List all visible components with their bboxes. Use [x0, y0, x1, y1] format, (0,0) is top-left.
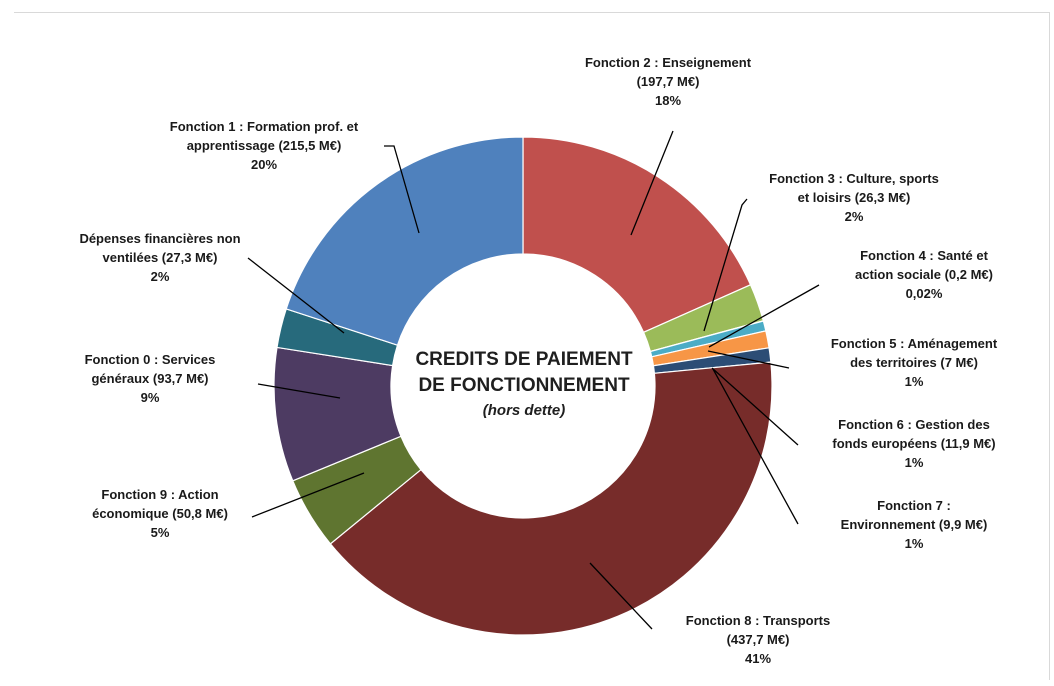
- data-label-percent: 2%: [151, 269, 170, 284]
- data-label-percent: 41%: [745, 651, 771, 666]
- leader-line: [711, 367, 799, 446]
- leader-line: [251, 472, 365, 518]
- data-label-line: Fonction 1 : Formation prof. et: [170, 119, 359, 134]
- data-label-line: Fonction 7 :: [877, 498, 951, 513]
- data-label-line: Fonction 0 : Services: [85, 352, 216, 367]
- data-label-percent: 18%: [655, 93, 681, 108]
- data-label-percent: 20%: [251, 157, 277, 172]
- leader-line: [708, 284, 820, 348]
- data-label-line: généraux (93,7 M€): [91, 371, 208, 386]
- data-label: Fonction 6 : Gestion des fonds européens …: [832, 417, 995, 470]
- data-label-percent: 1%: [905, 455, 924, 470]
- data-label-percent: 5%: [151, 525, 170, 540]
- data-label: Fonction 4 : Santé et action sociale (0,2…: [855, 248, 993, 301]
- donut-slice: [522, 136, 752, 334]
- data-label-percent: 1%: [905, 374, 924, 389]
- data-label-line: apprentissage (215,5 M€): [187, 138, 342, 153]
- leader-lines-layer: [247, 130, 820, 630]
- data-label-line: (197,7 M€): [637, 74, 700, 89]
- center-title-group: CREDITS DE PAIEMENT DE FONCTIONNEMENT (h…: [415, 349, 633, 419]
- donut-chart: Fonction 2 : Enseignement (197,7 M€) 18%Fo…: [79, 55, 997, 666]
- leader-line: [384, 145, 420, 234]
- data-label: Fonction 3 : Culture, sports et loisirs (…: [769, 171, 939, 224]
- leader-line: [247, 257, 345, 334]
- data-label-line: Fonction 2 : Enseignement: [585, 55, 752, 70]
- data-label-line: fonds européens (11,9 M€): [832, 436, 995, 451]
- data-label: Fonction 1 : Formation prof. et apprentis…: [170, 119, 359, 172]
- data-label-line: Fonction 3 : Culture, sports: [769, 171, 939, 186]
- data-label: Fonction 2 : Enseignement (197,7 M€) 18%: [585, 55, 752, 108]
- data-label-line: Dépenses financières non: [79, 231, 240, 246]
- data-label: Fonction 7 : Environnement (9,9 M€) 1%: [841, 498, 988, 551]
- data-label-line: action sociale (0,2 M€): [855, 267, 993, 282]
- data-label: Dépenses financières non ventilées (27,3 …: [79, 231, 240, 284]
- data-label-percent: 0,02%: [906, 286, 943, 301]
- data-label-line: Fonction 6 : Gestion des: [838, 417, 990, 432]
- data-label: Fonction 0 : Services généraux (93,7 M€) 9…: [85, 352, 216, 405]
- data-label: Fonction 8 : Transports (437,7 M€) 41%: [686, 613, 830, 666]
- chart-title-line-1: CREDITS DE PAIEMENT: [415, 349, 633, 370]
- data-label-line: économique (50,8 M€): [92, 506, 228, 521]
- leader-line: [703, 198, 748, 332]
- data-label: Fonction 5 : Aménagement des territoires …: [831, 336, 998, 389]
- data-label-line: Environnement (9,9 M€): [841, 517, 988, 532]
- data-label-line: Fonction 8 : Transports: [686, 613, 830, 628]
- data-label-percent: 2%: [845, 209, 864, 224]
- data-label-line: ventilées (27,3 M€): [103, 250, 218, 265]
- leader-line: [630, 130, 674, 236]
- data-label-line: et loisirs (26,3 M€): [798, 190, 911, 205]
- data-labels-layer: Fonction 2 : Enseignement (197,7 M€) 18%Fo…: [79, 55, 997, 666]
- donut-slice: [285, 136, 524, 346]
- leader-line: [257, 383, 341, 399]
- data-label-percent: 1%: [905, 536, 924, 551]
- data-label-line: des territoires (7 M€): [850, 355, 978, 370]
- data-label-line: Fonction 9 : Action: [101, 487, 218, 502]
- leader-line: [707, 350, 790, 369]
- chart-subtitle: (hors dette): [483, 402, 566, 419]
- data-label-line: Fonction 5 : Aménagement: [831, 336, 998, 351]
- data-label-line: (437,7 M€): [727, 632, 790, 647]
- donut-slice: [329, 361, 773, 636]
- data-label: Fonction 9 : Action économique (50,8 M€) 5…: [92, 487, 228, 540]
- leader-line: [712, 368, 799, 525]
- data-label-line: Fonction 4 : Santé et: [860, 248, 989, 263]
- data-label-percent: 9%: [141, 390, 160, 405]
- leader-line: [589, 562, 653, 630]
- chart-frame: Fonction 2 : Enseignement (197,7 M€) 18% Fo…: [14, 12, 1050, 680]
- chart-title-line-2: DE FONCTIONNEMENT: [418, 375, 630, 396]
- slices-layer: [273, 136, 773, 636]
